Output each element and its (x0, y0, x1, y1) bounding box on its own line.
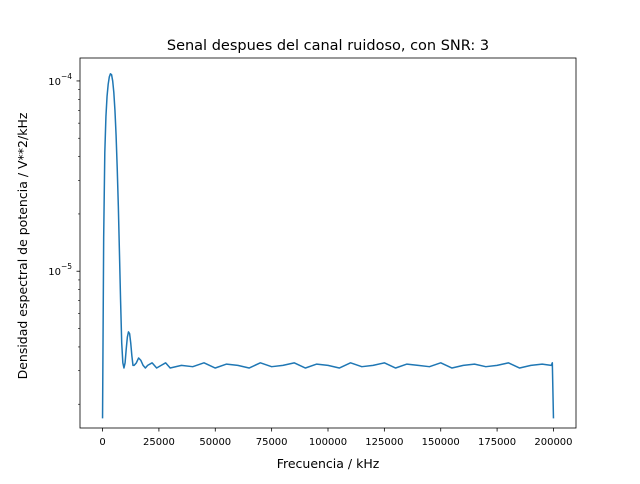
y-tick-label-base: 10 (48, 267, 61, 278)
x-tick-label: 200000 (534, 437, 572, 448)
x-axis-label: Frecuencia / kHz (277, 456, 380, 471)
x-tick-label: 175000 (478, 437, 516, 448)
x-tick-label: 150000 (422, 437, 460, 448)
plot-layer: 0 25000 50000 75000 100000 125000 150000 175000… (48, 57, 577, 448)
x-tick-label: 50000 (199, 437, 231, 448)
y-tick-label-base: 10 (48, 77, 61, 88)
x-tick-label: 100000 (309, 437, 347, 448)
x-tick-label: 25000 (143, 437, 175, 448)
y-tick-label: 10−4 (48, 72, 72, 88)
y-tick-label-exponent: −5 (61, 262, 72, 271)
x-tick-label: 0 (99, 437, 105, 448)
y-tick-label: 10−5 (48, 262, 72, 278)
series-line (101, 73, 555, 419)
y-tick-label-exponent: −4 (61, 72, 72, 81)
x-tick-label: 125000 (365, 437, 403, 448)
y-axis-label: Densidad espectral de potencia / V**2/kH… (15, 112, 30, 379)
chart-title: Senal despues del canal ruidoso, con SNR… (167, 38, 489, 54)
x-tick-label: 75000 (256, 437, 288, 448)
